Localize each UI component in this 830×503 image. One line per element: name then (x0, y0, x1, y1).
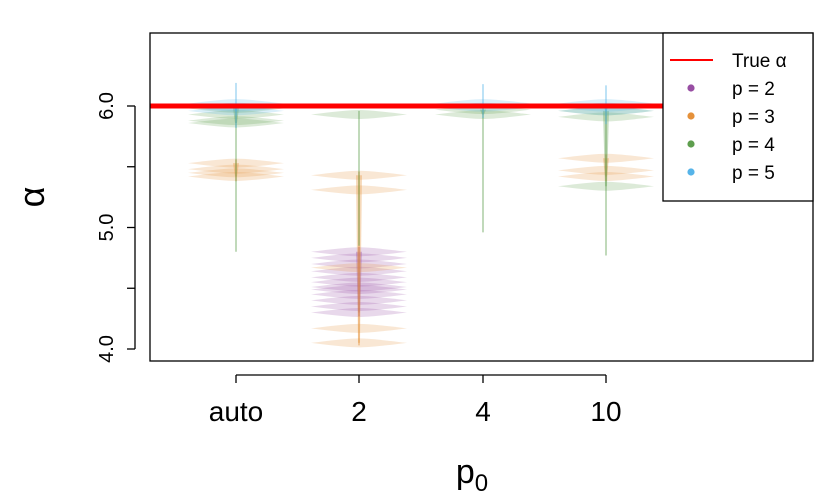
y-tick-label: 4.0 (96, 335, 118, 363)
y-axis: 4.0 5.0 6.0 (96, 92, 136, 363)
legend-label: p = 2 (732, 79, 775, 100)
plot-area (188, 82, 654, 348)
legend-entry: p = 3 (687, 107, 775, 128)
violin-band (558, 181, 654, 191)
x-tick-label: 10 (590, 396, 621, 427)
legend-point-swatch (687, 168, 695, 176)
x-axis-label: p0 (456, 453, 488, 497)
violin-band (311, 263, 407, 273)
y-tick-label: 6.0 (96, 92, 118, 120)
x-tick-label: 4 (475, 396, 491, 427)
legend: True α p = 2 p = 3 p = 4 p = 5 (662, 32, 814, 202)
violin-body (603, 110, 609, 187)
legend-entry: p = 2 (687, 79, 775, 100)
violin (435, 105, 531, 233)
legend-point-swatch (687, 112, 695, 120)
legend-point-swatch (687, 84, 695, 92)
violin (311, 110, 407, 246)
legend-entry: True α (670, 51, 787, 72)
x-tick-label: 2 (351, 396, 367, 427)
y-tick-label: 5.0 (96, 214, 118, 242)
legend-entry: p = 4 (687, 135, 775, 156)
legend-label: p = 3 (732, 107, 775, 128)
violin-band (188, 106, 284, 116)
legend-label: p = 4 (732, 135, 775, 156)
x-tick-label: auto (209, 396, 264, 427)
violin-body (356, 175, 362, 343)
series-p-3 (188, 153, 654, 348)
legend-point-swatch (687, 140, 695, 148)
series-p-4 (188, 103, 654, 256)
violin-band (311, 110, 407, 120)
x-axis-label-subscript: 0 (475, 470, 488, 497)
x-axis: auto 2 4 10 (209, 374, 622, 427)
legend-label: True α (732, 51, 787, 72)
legend-label: p = 5 (732, 163, 775, 184)
violin-band (311, 338, 407, 348)
violin (558, 106, 654, 256)
y-axis-label: α (11, 187, 52, 208)
legend-entry: p = 5 (687, 163, 775, 184)
violin (558, 153, 654, 182)
violin-band (311, 323, 407, 333)
violin (188, 103, 284, 252)
violin-band (558, 106, 654, 116)
